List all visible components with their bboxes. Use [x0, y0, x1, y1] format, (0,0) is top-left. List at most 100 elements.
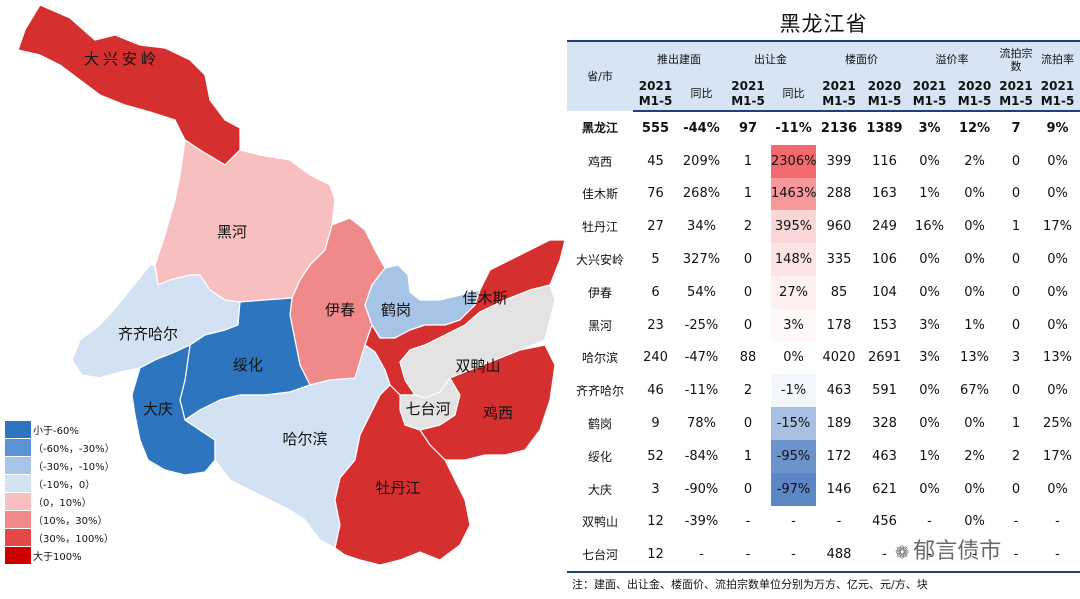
region-daxinganling	[17, 4, 241, 166]
table-cell: 2	[1011, 448, 1021, 464]
table-cell: 52	[647, 448, 664, 464]
table-cell: 0	[1011, 186, 1021, 202]
table-cell: 249	[872, 219, 897, 235]
table-cell: 88	[739, 350, 757, 366]
table-row: 双鸭山 12 -39% - - - 456 - 0% - -	[567, 505, 1080, 539]
table-cell: -84%	[684, 448, 719, 464]
table-cell: 0%	[919, 284, 940, 300]
table-cell: 399	[826, 153, 852, 169]
legend-label: （30%，100%）	[33, 534, 114, 546]
table-cell: 23	[647, 317, 664, 333]
table-cell: 27%	[771, 275, 816, 309]
table-cell: 2	[743, 219, 753, 235]
table-cell: 0	[743, 317, 753, 333]
row-city-name: 牡丹江	[581, 220, 618, 235]
table-cell: 1	[743, 186, 753, 202]
table-cell: -	[745, 514, 751, 530]
table-cell: 106	[872, 252, 897, 268]
table-cell: -	[862, 538, 907, 574]
table-cell: 146	[826, 481, 852, 497]
header-sub-1: 同比	[678, 77, 725, 112]
table-cell: 0%	[1047, 481, 1068, 497]
legend-item: （-10%，0）	[5, 474, 111, 492]
table-cell: -	[771, 505, 816, 539]
legend-item: （-30%，-10%）	[5, 456, 115, 474]
row-city-name: 佳木斯	[581, 187, 618, 202]
table-cell: 0	[1011, 284, 1021, 300]
table-cell: 0%	[1047, 317, 1068, 333]
row-city-name: 绥化	[587, 449, 612, 464]
table-cell: -11%	[771, 111, 816, 145]
table-row: 哈尔滨 240 -47% 88 0% 4020 2691 3% 13% 3 13%	[567, 341, 1080, 375]
table-cell: 12%	[958, 120, 991, 136]
table-cell: 488	[816, 538, 862, 574]
header-province-city: 省/市	[567, 40, 633, 111]
table-cell: 9	[651, 416, 660, 432]
table-cell: 3%	[919, 317, 940, 333]
table-row: 鸡西 45 209% 1 2306% 399 116 0% 2% 0 0%	[567, 144, 1080, 178]
table-cell: 0	[743, 284, 753, 300]
region-label-harbin: 哈尔滨	[282, 430, 327, 448]
table-cell: 2691	[867, 350, 902, 366]
table-cell: 1%	[919, 448, 940, 464]
table-cell: 17%	[1043, 219, 1072, 235]
legend-item: 大于100%	[5, 547, 111, 565]
legend-swatch	[5, 511, 31, 529]
table-cell: 0%	[919, 252, 940, 268]
table-cell: 0	[743, 252, 753, 268]
row-city-name: 大兴安岭	[575, 253, 624, 268]
table-cell: 240	[643, 350, 668, 366]
region-label-shuangyashan: 双鸭山	[455, 357, 500, 375]
table-cell: 189	[826, 416, 852, 432]
legend-swatch	[5, 438, 31, 456]
table-cell: -	[927, 514, 932, 530]
legend-label: 大于100%	[33, 552, 82, 564]
table-cell: 288	[826, 186, 852, 202]
table-cell: 1	[1011, 416, 1021, 432]
table-cell: 0%	[964, 284, 985, 300]
table-footnote: 注：建面、出让金、楼面价、流拍宗数单位分别为万方、亿元、元/方、块	[572, 578, 928, 591]
table-cell: 0	[1011, 252, 1021, 268]
table-cell: 0	[1011, 383, 1021, 399]
header-sub-0: 2021 M1-5	[633, 77, 678, 112]
table-cell: 13%	[960, 350, 989, 366]
region-label-hegang: 鹤岗	[381, 301, 411, 319]
table-row: 大庆 3 -90% 0 -97% 146 621 0% 0% 0 0%	[567, 472, 1080, 506]
table-cell: 1463%	[771, 177, 816, 211]
table-cell: 1389	[866, 120, 903, 136]
legend-label: （-30%，-10%）	[33, 461, 115, 473]
table-cell: 16%	[915, 219, 944, 235]
table-cell: -97%	[771, 472, 816, 506]
table-cell: 1%	[919, 186, 940, 202]
table-cell: 0%	[1047, 186, 1068, 202]
header-group-failed-count: 流拍宗数	[997, 40, 1035, 77]
region-label-mudanjiang: 牡丹江	[375, 479, 420, 497]
table-row: 七台河 12- - -488- - - - -	[567, 538, 1080, 574]
table-cell: 7	[1011, 120, 1021, 136]
table-cell: 3%	[771, 308, 816, 342]
table-cell: -47%	[684, 350, 719, 366]
region-label-qitaihe: 七台河	[405, 400, 450, 418]
region-label-suihua: 绥化	[233, 356, 263, 374]
table-row: 佳木斯 76 268% 1 1463% 288 163 1% 0% 0 0%	[567, 177, 1080, 211]
table-cell: 463	[826, 383, 852, 399]
table-cell: 0%	[964, 481, 985, 497]
table-cell: 0%	[919, 153, 940, 169]
header-sub-7: 2020 M1-5	[952, 77, 997, 112]
row-city-name: 黑龙江	[581, 121, 618, 136]
table-cell: 0%	[964, 514, 985, 530]
region-label-daqing: 大庆	[143, 400, 173, 418]
region-label-qiqihar: 齐齐哈尔	[118, 325, 178, 343]
table-title: 黑龙江省	[779, 12, 868, 36]
table-cell: 153	[872, 317, 897, 333]
table-cell: -	[725, 538, 771, 574]
table-cell: 12	[633, 538, 678, 574]
table-cell: 1	[1011, 219, 1021, 235]
table-cell: 45	[647, 153, 664, 169]
row-city-name: 七台河	[567, 538, 633, 574]
table-cell: 1	[743, 153, 753, 169]
table-cell: 3%	[918, 120, 941, 136]
table-cell: 395%	[771, 210, 816, 244]
header-sub-2: 2021 M1-5	[725, 77, 771, 112]
